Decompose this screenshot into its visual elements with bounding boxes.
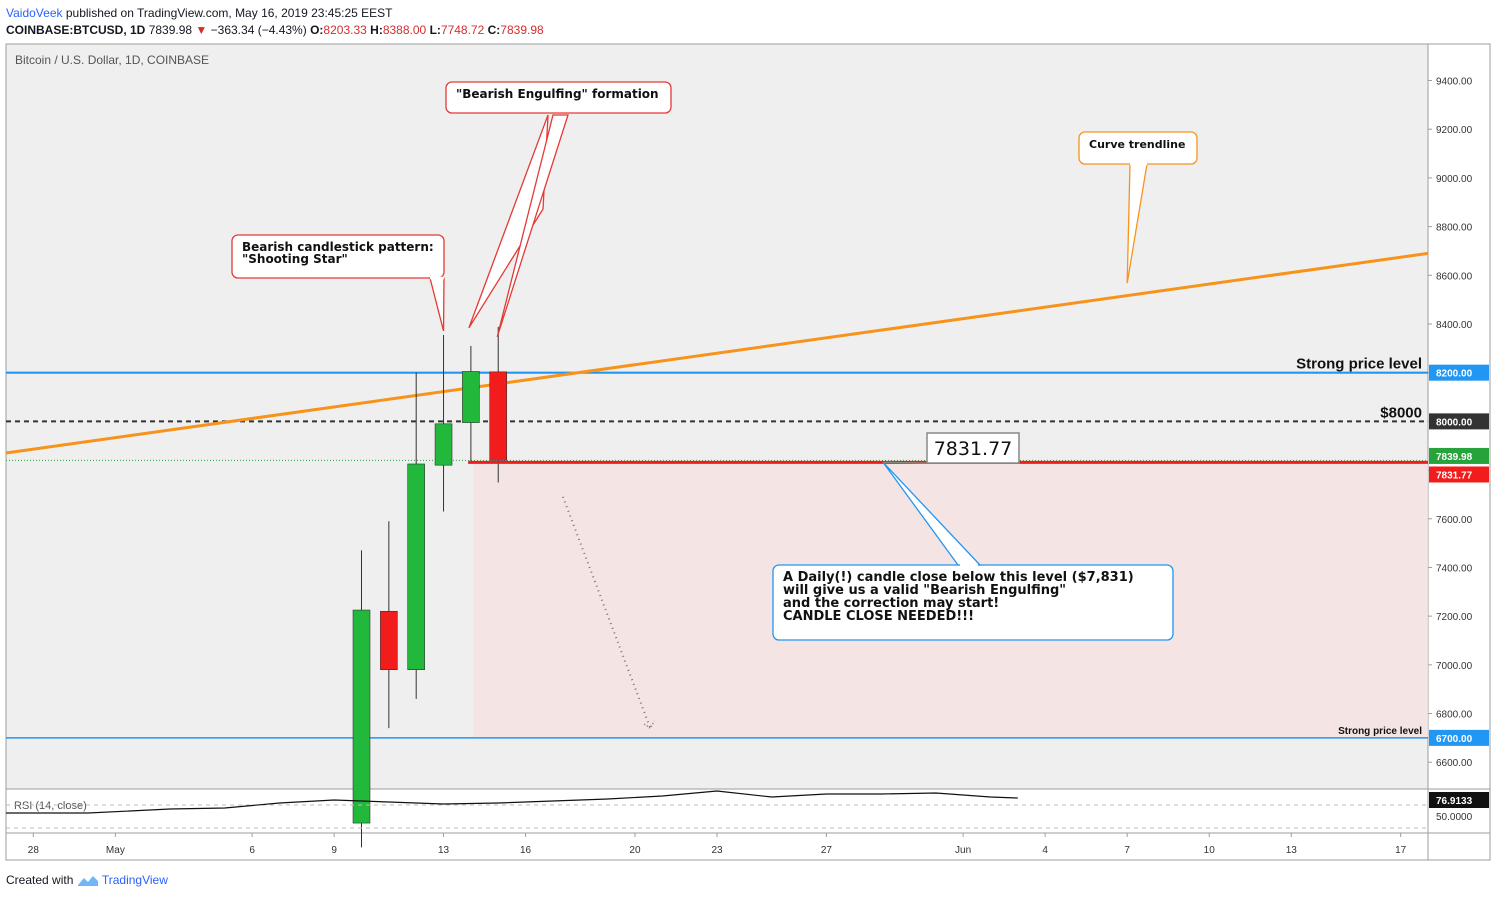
author-link[interactable]: VaidoVeek bbox=[6, 6, 63, 20]
chart-title: Bitcoin / U.S. Dollar, 1D, COINBASE bbox=[15, 53, 209, 67]
time-tick-label: 6 bbox=[249, 845, 255, 856]
price-tag-7831-bg bbox=[1429, 466, 1489, 483]
tradingview-logo-icon bbox=[77, 875, 98, 886]
price-tick-label: 7200.00 bbox=[1436, 612, 1473, 623]
time-tick-label: 28 bbox=[28, 845, 40, 856]
time-tick-label: 16 bbox=[520, 845, 532, 856]
time-tick-label: 10 bbox=[1204, 845, 1216, 856]
candle-body[interactable] bbox=[489, 371, 508, 461]
price-tick-label: 6800.00 bbox=[1436, 710, 1473, 721]
time-tick-label: 13 bbox=[438, 845, 450, 856]
open-value: 8203.33 bbox=[323, 23, 367, 37]
time-tick-label: 4 bbox=[1042, 845, 1048, 856]
footer-brand[interactable]: TradingView bbox=[101, 873, 168, 887]
price-tick-label: 9400.00 bbox=[1436, 77, 1473, 88]
price-tag-6700-bg bbox=[1429, 729, 1489, 746]
price-tag-8000: 8000.00 bbox=[1436, 417, 1473, 428]
time-tick-label: 23 bbox=[711, 845, 723, 856]
last-price: 7839.98 bbox=[148, 23, 193, 37]
condition-callout-text: CANDLE CLOSE NEEDED!!! bbox=[783, 609, 974, 624]
price-tick-label: 8800.00 bbox=[1436, 223, 1473, 234]
price-tick-label: 7600.00 bbox=[1436, 515, 1473, 526]
price-tick-label: 9000.00 bbox=[1436, 174, 1473, 185]
condition-callout-text: and the correction may start! bbox=[783, 596, 999, 611]
rsi-pane bbox=[6, 789, 1428, 833]
footer-created: Created with bbox=[6, 873, 74, 887]
price-tag-8200: 8200.00 bbox=[1436, 369, 1473, 380]
symbol-name: COINBASE:BTCUSD, 1D bbox=[6, 23, 146, 37]
time-tick-label: 7 bbox=[1124, 845, 1130, 856]
condition-callout-text: A Daily(!) candle close below this level… bbox=[783, 570, 1134, 585]
price-tick-label: 9200.00 bbox=[1436, 125, 1473, 136]
close-value: 7839.98 bbox=[500, 23, 544, 37]
curve-trendline[interactable] bbox=[5, 251, 1429, 455]
price-tag-7831: 7831.77 bbox=[1436, 471, 1473, 482]
rsi-value-tag: 76.9133 bbox=[1436, 796, 1473, 807]
price-tag-6700: 6700.00 bbox=[1436, 734, 1473, 745]
price-label-box[interactable] bbox=[926, 432, 1020, 464]
time-tick-label: 13 bbox=[1286, 845, 1298, 856]
symbol-line: COINBASE:BTCUSD, 1D 7839.98 ▼ −363.34 (−… bbox=[6, 23, 544, 37]
price-tag-8000-bg bbox=[1429, 413, 1489, 430]
price-tick-label: 7000.00 bbox=[1436, 661, 1473, 672]
open-label: O: bbox=[310, 23, 324, 37]
engulfing-callout-pointer bbox=[496, 114, 569, 338]
price-tag-8200-bg bbox=[1429, 364, 1489, 381]
low-value: 7748.72 bbox=[440, 23, 485, 37]
low-label: L: bbox=[429, 23, 441, 37]
rsi-label: RSI (14, close) bbox=[14, 800, 87, 812]
shooting-star-callout-text: Bearish candlestick pattern: bbox=[242, 240, 434, 254]
price-tick-label: 6600.00 bbox=[1436, 758, 1473, 769]
rsi-tick-label: 50.0000 bbox=[1436, 812, 1473, 823]
round-level-label: $8000 bbox=[1380, 404, 1422, 421]
price-tick-label: 8400.00 bbox=[1436, 320, 1473, 331]
time-tick-label: 9 bbox=[331, 845, 337, 856]
candle-body[interactable] bbox=[407, 463, 425, 671]
high-label: H: bbox=[370, 23, 383, 37]
strong-level-label: Strong price level bbox=[1296, 356, 1422, 373]
projection-arrowhead bbox=[643, 720, 655, 730]
time-tick-label: 20 bbox=[629, 845, 641, 856]
price-label-text: 7831.77 bbox=[934, 438, 1013, 460]
down-arrow-icon: ▼ bbox=[195, 23, 208, 37]
price-tag-last: 7839.98 bbox=[1436, 452, 1473, 463]
candle-body[interactable] bbox=[352, 609, 371, 824]
time-tick-label: May bbox=[106, 845, 125, 856]
candle-body[interactable] bbox=[380, 610, 398, 671]
rsi-value-tag-bg bbox=[1429, 792, 1489, 808]
shooting-star-callout-text: "Shooting Star" bbox=[242, 252, 348, 266]
time-tick-label: 27 bbox=[821, 845, 833, 856]
price-tag-last-bg bbox=[1429, 447, 1489, 464]
strong-level-label: Strong price level bbox=[1338, 726, 1422, 737]
high-value: 8388.00 bbox=[382, 23, 427, 37]
candle-body[interactable] bbox=[434, 423, 453, 466]
publish-line: VaidoVeek published on TradingView.com, … bbox=[6, 6, 393, 20]
time-tick-label: Jun bbox=[955, 845, 971, 856]
close-label: C: bbox=[487, 23, 501, 37]
price-tick-label: 7400.00 bbox=[1436, 563, 1473, 574]
price-tick-label: 8600.00 bbox=[1436, 271, 1473, 282]
publish-info: published on TradingView.com, May 16, 20… bbox=[65, 6, 393, 20]
engulfing-callout-text: "Bearish Engulfing" formation bbox=[456, 87, 659, 101]
footer: Created with TradingView bbox=[6, 873, 168, 887]
price-change: −363.34 (−4.43%) bbox=[210, 23, 307, 37]
shooting-star-callout[interactable] bbox=[231, 234, 445, 279]
time-tick-label: 17 bbox=[1395, 845, 1407, 856]
engulfing-callout[interactable] bbox=[445, 81, 672, 114]
trendline-callout-text: Curve trendline bbox=[1089, 138, 1185, 151]
condition-callout-text: will give us a valid "Bearish Engulfing" bbox=[783, 583, 1066, 598]
candle-body[interactable] bbox=[462, 371, 480, 423]
rsi-line bbox=[6, 790, 1018, 814]
